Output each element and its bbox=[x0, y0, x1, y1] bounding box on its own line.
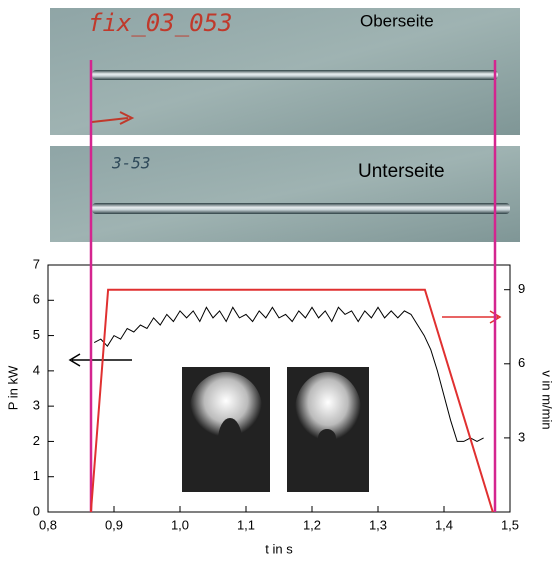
x-tick-label: 1,4 bbox=[435, 517, 453, 532]
x-tick-label: 1,5 bbox=[501, 517, 519, 532]
inset-blob bbox=[318, 429, 336, 447]
series-line bbox=[93, 306, 484, 442]
plot-frame bbox=[47, 264, 511, 513]
x-tick-label: 0,8 bbox=[39, 517, 57, 532]
axis-arrow bbox=[442, 310, 502, 324]
x-tick-label: 0,9 bbox=[105, 517, 123, 532]
y2-tick-label: 9 bbox=[518, 281, 525, 296]
inset-blob bbox=[218, 418, 242, 462]
series-line bbox=[89, 288, 494, 513]
y-tick-label: 3 bbox=[33, 398, 40, 413]
weld-seam bbox=[92, 70, 498, 80]
y-tick-label: 2 bbox=[33, 433, 40, 448]
y2-tick-label: 6 bbox=[518, 355, 525, 370]
photo-label: Unterseite bbox=[358, 161, 445, 182]
y-tick-label: 4 bbox=[33, 362, 40, 377]
y2-axis-title: v in m/min bbox=[540, 370, 555, 429]
y-tick-label: 1 bbox=[33, 468, 40, 483]
y-tick-label: 5 bbox=[33, 327, 40, 342]
x-tick-label: 1,1 bbox=[237, 517, 255, 532]
x-tick-label: 1,2 bbox=[303, 517, 321, 532]
x-tick-label: 1,0 bbox=[171, 517, 189, 532]
x-tick-label: 1,3 bbox=[369, 517, 387, 532]
axis-arrow bbox=[68, 353, 132, 367]
photo-label: Oberseite bbox=[360, 11, 434, 30]
y-tick-label: 6 bbox=[33, 292, 40, 307]
inset-blob bbox=[190, 372, 262, 444]
sample-label: fix_03_053 bbox=[88, 9, 233, 37]
y2-tick-label: 3 bbox=[518, 429, 525, 444]
y-axis-title: P in kW bbox=[5, 365, 20, 410]
sample-label: 3-53 bbox=[111, 154, 151, 173]
inset-blob bbox=[295, 372, 361, 448]
hand-arrow bbox=[91, 111, 135, 125]
y-tick-label: 7 bbox=[33, 256, 40, 271]
y-tick-label: 0 bbox=[33, 503, 40, 518]
photo-bottom bbox=[50, 146, 520, 242]
weld-seam bbox=[92, 203, 510, 214]
x-axis-title: t in s bbox=[265, 541, 293, 556]
